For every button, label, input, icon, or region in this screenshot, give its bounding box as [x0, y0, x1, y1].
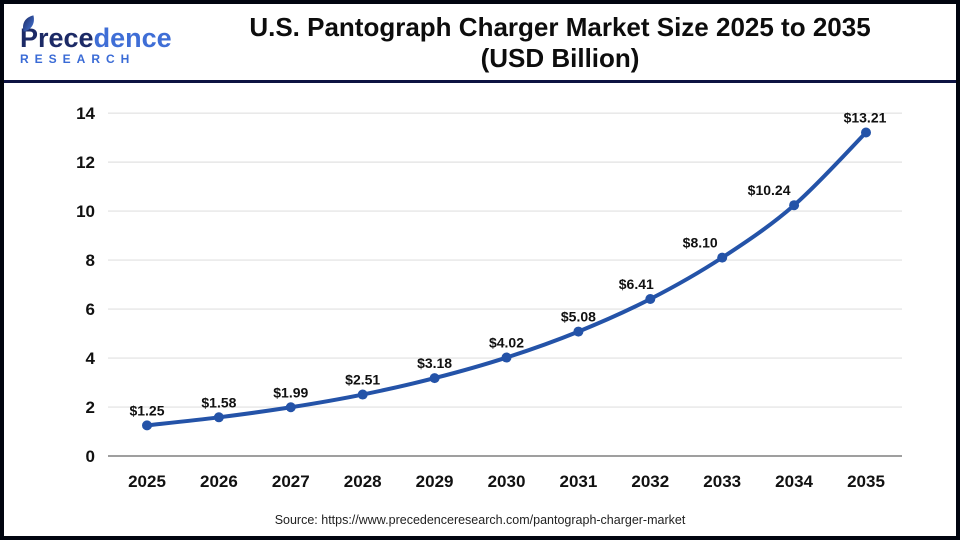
y-axis-tick-label: 12	[76, 153, 95, 172]
x-axis-tick-label: 2034	[775, 472, 813, 491]
data-point-marker	[573, 326, 584, 337]
data-point-label: $1.58	[201, 394, 236, 410]
y-axis-tick-label: 0	[86, 447, 95, 466]
y-axis-tick-label: 2	[86, 398, 95, 417]
data-point-label: $10.24	[748, 182, 791, 198]
data-point-marker	[789, 200, 800, 211]
data-point-label: $2.51	[345, 372, 380, 388]
y-axis-tick-label: 14	[76, 104, 95, 123]
data-point-marker	[357, 389, 368, 400]
y-axis-tick-label: 6	[86, 300, 95, 319]
data-point-label: $1.99	[273, 384, 308, 400]
chart-title-line1: U.S. Pantograph Charger Market Size 2025…	[249, 11, 871, 42]
x-axis-tick-label: 2027	[272, 472, 310, 491]
data-point-marker	[213, 412, 224, 423]
logo-leaf-icon	[23, 14, 34, 32]
chart-svg: 0 2 4 6 8 10 12 14 2025 2026 2027 2028 2029 2030 2031 2…	[76, 104, 902, 491]
data-point-label: $5.08	[561, 309, 596, 325]
logo-wordmark-dark: Prece	[20, 22, 94, 53]
x-axis-tick-label: 2030	[488, 472, 526, 491]
x-axis-tick-label: 2029	[416, 472, 454, 491]
data-point-label: $13.21	[844, 109, 887, 125]
x-axis-tick-label: 2028	[344, 472, 382, 491]
data-point-label: $1.25	[129, 402, 164, 418]
x-axis-tick-label: 2033	[703, 472, 741, 491]
header: Precedence RESEARCH U.S. Pantograph Char…	[4, 4, 956, 83]
data-point-marker	[285, 402, 296, 413]
y-axis-tick-label: 8	[86, 251, 95, 270]
series-line	[145, 130, 868, 428]
data-point-marker	[645, 294, 656, 305]
data-point-marker	[501, 352, 512, 363]
x-axis-tick-label: 2032	[631, 472, 669, 491]
data-point-marker	[429, 373, 440, 384]
source-citation: Source: https://www.precedenceresearch.c…	[274, 513, 686, 527]
data-point-marker	[717, 252, 728, 263]
chart-title-line2: (USD Billion)	[480, 42, 640, 73]
chart-area: 0 2 4 6 8 10 12 14 2025 2026 2027 2028 2029 2030 2031 2…	[4, 83, 956, 536]
y-axis-tick-label: 10	[76, 202, 95, 221]
brand-logo: Precedence RESEARCH	[20, 14, 178, 66]
data-point-label: $6.41	[619, 276, 654, 292]
y-axis-tick-label: 4	[86, 349, 96, 368]
x-axis-tick-label: 2035	[847, 472, 885, 491]
data-point-label: $3.18	[417, 355, 452, 371]
chart-title: U.S. Pantograph Charger Market Size 2025…	[178, 12, 942, 73]
x-axis-tick-label: 2031	[559, 472, 597, 491]
x-axis-tick-label: 2026	[200, 472, 238, 491]
data-point-marker	[861, 127, 871, 138]
data-point-marker	[142, 420, 152, 431]
logo-wordmark: Precedence	[20, 22, 178, 53]
data-point-label: $8.10	[683, 235, 718, 251]
x-axis-tick-label: 2025	[128, 472, 166, 491]
logo-wordmark-light: dence	[93, 22, 172, 53]
logo-subtitle: RESEARCH	[20, 51, 136, 66]
data-point-label: $4.02	[489, 335, 524, 351]
